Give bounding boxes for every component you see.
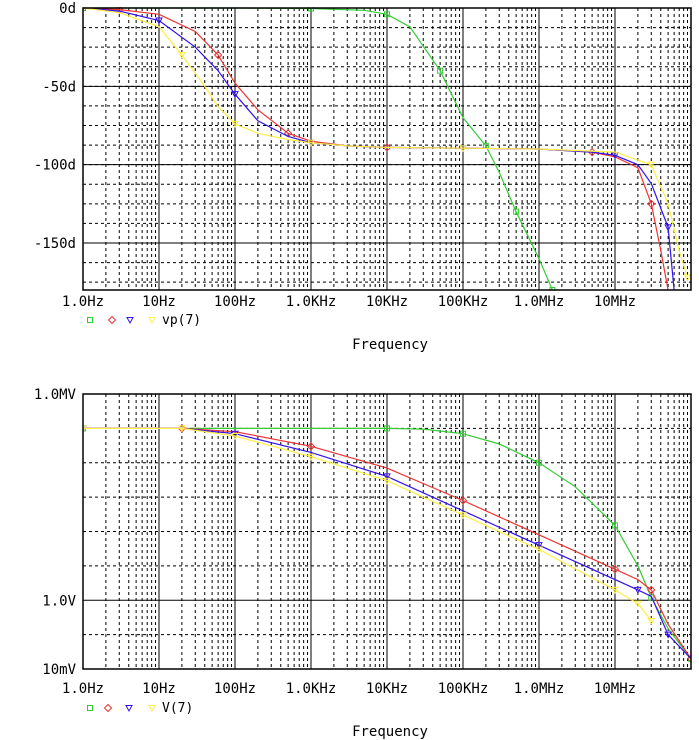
- series-point-3: [647, 161, 656, 169]
- series-line-1: [83, 427, 691, 660]
- series-point-3: [634, 600, 642, 608]
- x-tick-label: 1.0KHz: [286, 294, 337, 310]
- legend-marker: [126, 317, 134, 325]
- plot-frame: [82, 393, 692, 670]
- y-tick-label: -100d: [34, 158, 76, 174]
- legend: vp(7): [87, 313, 201, 328]
- series-point-0: [688, 655, 691, 662]
- series-line-2: [83, 7, 675, 291]
- y-tick-label: 1.0V: [42, 593, 76, 609]
- series-point-2: [155, 17, 163, 25]
- series-point-2: [231, 91, 239, 99]
- series-point-0: [384, 425, 390, 432]
- x-tick-label: 1.0MHz: [514, 294, 565, 310]
- series-point-0: [513, 208, 520, 215]
- phase-chart: 1.0Hz 10Hz 100Hz 1.0KHz 10KHz 100KHz 1.0MHz 10M…: [34, 1, 692, 353]
- y-tick-label: 10mV: [42, 662, 76, 678]
- x-tick-label: 10Hz: [142, 294, 176, 310]
- legend-label: V(7): [162, 701, 193, 716]
- y-tick-label: -150d: [34, 236, 76, 252]
- series-point-2: [535, 542, 543, 550]
- series-point-3: [307, 139, 315, 147]
- series-point-2: [383, 473, 391, 481]
- plot-frame: [82, 7, 692, 291]
- legend-label: vp(7): [162, 313, 201, 328]
- x-tick-label: 100KHz: [438, 681, 489, 697]
- series-point-3: [459, 145, 467, 153]
- x-axis-label: Frequency: [352, 337, 428, 353]
- legend-marker: [125, 705, 133, 713]
- series-point-0: [536, 459, 542, 466]
- y-tick-label: 0d: [59, 1, 76, 17]
- series-point-1: [686, 654, 691, 663]
- y-tick-label: -50d: [42, 79, 76, 95]
- series-point-3: [178, 425, 186, 433]
- x-tick-label: 1.0Hz: [62, 294, 104, 310]
- series-point-0: [460, 430, 466, 437]
- grid: [82, 7, 691, 290]
- x-axis-label: Frequency: [352, 724, 428, 740]
- series-point-2: [611, 152, 619, 160]
- series-line-0: [83, 7, 553, 291]
- legend-marker: [87, 705, 93, 711]
- series-point-3: [535, 546, 543, 554]
- magnitude-chart: 1.0Hz 10Hz 100Hz 1.0KHz 10KHz 100KHz 1.0MHz 10M…: [34, 387, 692, 740]
- series-point-0: [437, 67, 444, 74]
- series-point-3: [383, 477, 391, 485]
- series-point-3: [178, 52, 186, 60]
- legend-marker: [103, 703, 113, 713]
- series-point-0: [648, 594, 655, 601]
- x-tick-label: 1.0Hz: [62, 681, 104, 697]
- series-line-3: [83, 7, 689, 278]
- x-tick-label: 100Hz: [214, 681, 256, 697]
- series-point-1: [458, 496, 468, 505]
- series-line-3: [83, 427, 652, 622]
- x-tick-label: 10KHz: [366, 681, 408, 697]
- series-point-3: [231, 120, 239, 128]
- legend-marker: [148, 317, 156, 325]
- series-point-3: [459, 512, 467, 520]
- series-point-1: [610, 564, 620, 574]
- x-tick-label: 10KHz: [366, 294, 408, 310]
- series-point-3: [611, 586, 619, 594]
- series-point-0: [384, 11, 390, 18]
- series-point-0: [612, 522, 618, 529]
- x-tick-label: 1.0MHz: [514, 681, 565, 697]
- series-point-1: [647, 585, 656, 595]
- series-line-2: [83, 427, 691, 660]
- series-point-3: [83, 425, 87, 433]
- series-point-2: [634, 586, 642, 594]
- series-point-3: [683, 274, 691, 282]
- legend-marker: [107, 315, 117, 325]
- series-point-2: [664, 631, 672, 639]
- series-group: [83, 7, 691, 291]
- legend-marker: [87, 317, 93, 323]
- x-tick-label: 10Hz: [142, 681, 176, 697]
- legend: V(7): [87, 701, 193, 716]
- y-tick-label: 1.0MV: [34, 387, 77, 403]
- x-tick-label: 100KHz: [438, 294, 489, 310]
- series-point-2: [664, 224, 672, 232]
- x-tick-label: 10MHz: [594, 681, 636, 697]
- series-point-3: [647, 617, 656, 625]
- series-point-1: [647, 199, 656, 209]
- x-tick-label: 1.0KHz: [286, 681, 337, 697]
- series-point-1: [306, 442, 316, 451]
- series-group: [83, 424, 691, 663]
- series-point-3: [307, 453, 315, 461]
- legend-marker: [148, 705, 156, 713]
- x-tick-label: 100Hz: [214, 294, 256, 310]
- series-point-1: [213, 50, 223, 60]
- series-point-1: [382, 143, 392, 152]
- grid: [82, 393, 691, 670]
- x-tick-label: 10MHz: [594, 294, 636, 310]
- series-point-3: [231, 433, 239, 441]
